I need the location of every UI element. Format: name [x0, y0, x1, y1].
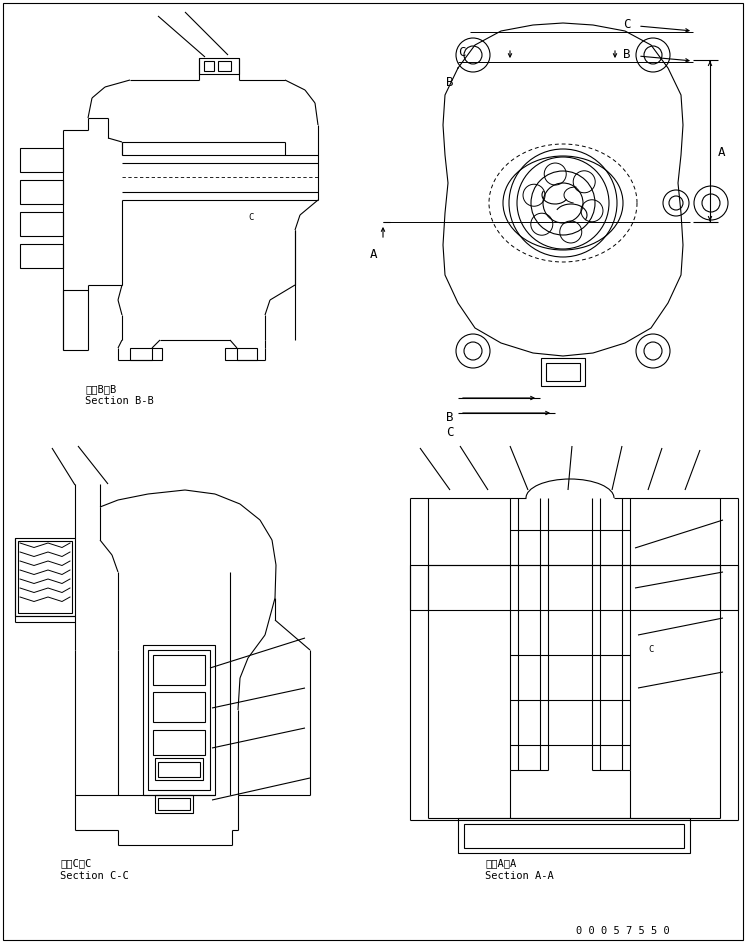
Bar: [720, 565, 738, 610]
Bar: [158, 762, 200, 777]
Text: C: C: [248, 213, 254, 222]
Bar: [155, 795, 193, 813]
Text: B: B: [446, 411, 454, 424]
Bar: [225, 348, 257, 360]
Text: B: B: [623, 48, 630, 61]
Text: B: B: [446, 76, 454, 89]
Bar: [20, 244, 63, 268]
Bar: [20, 148, 63, 172]
Text: C: C: [623, 18, 630, 31]
Text: Section B-B: Section B-B: [85, 396, 154, 406]
Bar: [199, 58, 239, 74]
Text: C: C: [446, 426, 454, 439]
Bar: [130, 348, 162, 360]
Bar: [204, 61, 214, 71]
Bar: [410, 565, 428, 610]
Bar: [541, 358, 585, 386]
Text: Section A-A: Section A-A: [485, 871, 554, 881]
Text: C: C: [458, 46, 466, 59]
Bar: [153, 655, 205, 685]
Bar: [143, 645, 215, 795]
Bar: [20, 180, 63, 204]
Bar: [153, 692, 205, 722]
Text: C: C: [648, 645, 653, 654]
Text: 断面A－A: 断面A－A: [485, 858, 516, 868]
Bar: [153, 730, 205, 755]
Bar: [155, 758, 203, 780]
Text: 0 0 0 5 7 5 5 0: 0 0 0 5 7 5 5 0: [576, 926, 670, 936]
Bar: [148, 650, 210, 790]
Bar: [158, 798, 190, 810]
Bar: [458, 818, 690, 853]
Text: A: A: [718, 146, 726, 159]
Text: 断面B－B: 断面B－B: [85, 384, 116, 394]
Bar: [15, 538, 75, 616]
Text: A: A: [370, 248, 377, 261]
Bar: [464, 824, 684, 848]
Text: Section C-C: Section C-C: [60, 871, 129, 881]
Bar: [218, 61, 231, 71]
Bar: [546, 363, 580, 381]
Bar: [20, 212, 63, 236]
Text: 断面C－C: 断面C－C: [60, 858, 91, 868]
Bar: [18, 541, 72, 613]
